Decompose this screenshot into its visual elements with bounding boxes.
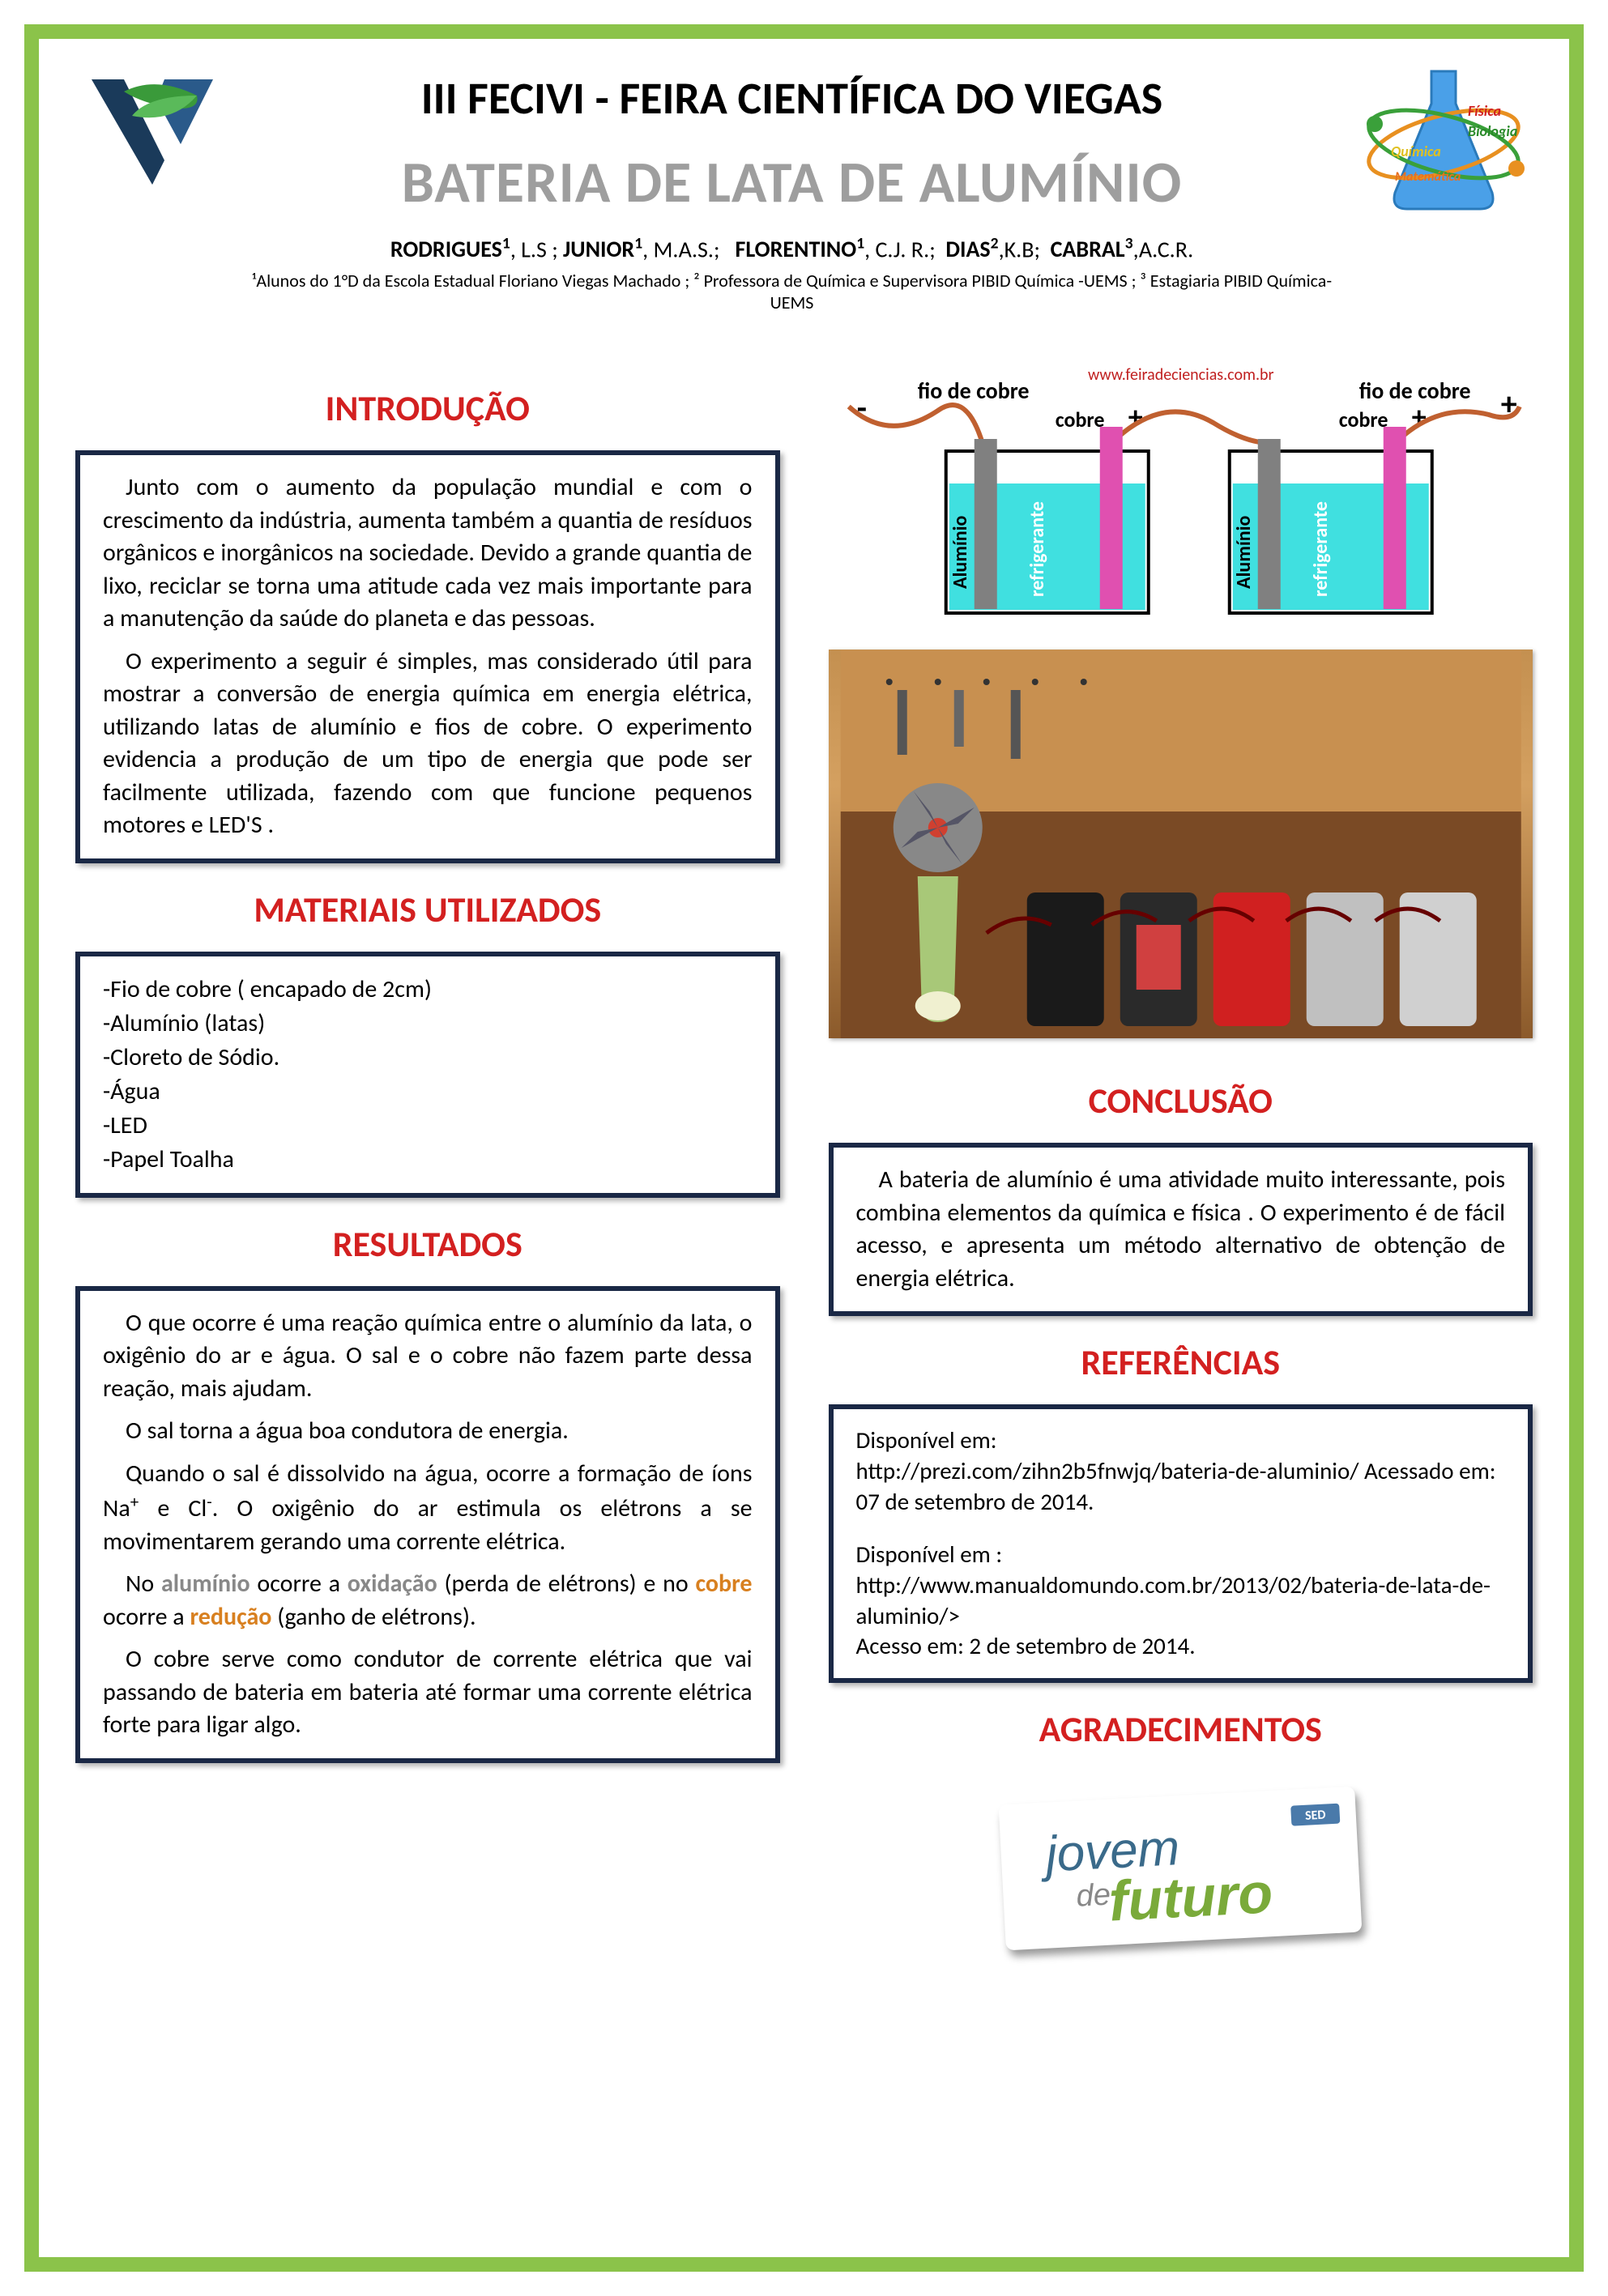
columns-wrapper: INTRODUÇÃO Junto com o aumento da popula… — [75, 362, 1533, 1941]
logo-right-icon: Física Biologia Química Matemática — [1354, 63, 1533, 225]
material-item: -Cloreto de Sódio. — [103, 1041, 753, 1075]
resultados-p3: Quando o sal é dissolvido na água, ocorr… — [103, 1458, 753, 1559]
header-center: III FECIVI - FEIRA CIENTÍFICA DO VIEGAS … — [245, 63, 1338, 313]
battery-diagram: www.feiradeciencias.com.br fio de cobre … — [829, 362, 1533, 629]
logo-left-icon — [75, 63, 229, 201]
box-referencias: Disponível em: http://prezi.com/zihn2b5f… — [829, 1404, 1533, 1683]
diagram-url: www.feiradeciencias.com.br — [1087, 365, 1273, 385]
materials-list: -Fio de cobre ( encapado de 2cm) -Alumín… — [103, 973, 753, 1177]
sponsor-logo: jovem de futuro SED — [999, 1787, 1363, 1951]
flask-label-matematica: Matemática — [1395, 169, 1461, 185]
box-conclusao: A bateria de alumínio é uma atividade mu… — [829, 1143, 1533, 1316]
flask-label-fisica: Física — [1468, 102, 1501, 120]
left-column: INTRODUÇÃO Junto com o aumento da popula… — [75, 362, 780, 1941]
flask-label-quimica: Química — [1391, 143, 1441, 160]
sponsor-text: futuro — [1107, 1861, 1274, 1932]
section-title-introducao: INTRODUÇÃO — [75, 386, 780, 430]
introducao-p1: Junto com o aumento da população mundial… — [103, 471, 753, 636]
diagram-label: refrigerante — [1025, 501, 1048, 597]
section-title-referencias: REFERÊNCIAS — [829, 1340, 1533, 1384]
ref1-label: Disponível em: — [856, 1425, 1506, 1456]
sponsor-badge: SED — [1305, 1808, 1326, 1824]
project-title: BATERIA DE LATA DE ALUMÍNIO — [245, 147, 1338, 218]
section-title-resultados: RESULTADOS — [75, 1222, 780, 1266]
event-title: III FECIVI - FEIRA CIENTÍFICA DO VIEGAS — [245, 71, 1338, 126]
flask-label-biologia: Biologia — [1468, 122, 1517, 140]
ref2-url: http://www.manualdomundo.com.br/2013/02/… — [856, 1570, 1506, 1631]
material-item: -Papel Toalha — [103, 1143, 753, 1177]
conclusao-text: A bateria de alumínio é uma atividade mu… — [856, 1164, 1506, 1295]
sponsor-text: de — [1076, 1878, 1111, 1914]
resultados-p1: O que ocorre é uma reação química entre … — [103, 1307, 753, 1406]
section-title-agradecimentos: AGRADECIMENTOS — [829, 1707, 1533, 1751]
affiliations-line: ¹Alunos do 1°D da Escola Estadual Floria… — [245, 270, 1338, 313]
material-item: -LED — [103, 1109, 753, 1143]
diagram-label: Alumínio — [1231, 516, 1255, 590]
diagram-label: refrigerante — [1308, 501, 1332, 597]
diagram-label: fio de cobre — [917, 377, 1029, 405]
experiment-photo — [829, 650, 1533, 1038]
diagram-label: Alumínio — [948, 516, 971, 590]
ref1-url: http://prezi.com/zihn2b5fnwjq/bateria-de… — [856, 1456, 1506, 1517]
authors-line: RODRIGUES1, L.S ; JUNIOR1, M.A.S.; FLORE… — [245, 234, 1338, 263]
diagram-minus: - — [856, 388, 866, 428]
resultados-p4: No alumínio ocorre a oxidação (perda de … — [103, 1568, 753, 1634]
diagram-label: cobre — [1338, 407, 1388, 432]
diagram-label: cobre — [1055, 407, 1104, 432]
poster-header: III FECIVI - FEIRA CIENTÍFICA DO VIEGAS … — [75, 63, 1533, 313]
resultados-p5: O cobre serve como condutor de corrente … — [103, 1643, 753, 1742]
box-resultados: O que ocorre é uma reação química entre … — [75, 1286, 780, 1763]
box-materiais: -Fio de cobre ( encapado de 2cm) -Alumín… — [75, 952, 780, 1198]
material-item: -Alumínio (latas) — [103, 1007, 753, 1041]
section-title-conclusao: CONCLUSÃO — [829, 1079, 1533, 1122]
right-column: www.feiradeciencias.com.br fio de cobre … — [829, 362, 1533, 1941]
box-introducao: Junto com o aumento da população mundial… — [75, 450, 780, 863]
section-title-materiais: MATERIAIS UTILIZADOS — [75, 888, 780, 931]
material-item: -Fio de cobre ( encapado de 2cm) — [103, 973, 753, 1007]
resultados-p2: O sal torna a água boa condutora de ener… — [103, 1415, 753, 1448]
poster-container: III FECIVI - FEIRA CIENTÍFICA DO VIEGAS … — [24, 24, 1584, 2272]
ref2-label: Disponível em : — [856, 1540, 1506, 1570]
material-item: -Água — [103, 1075, 753, 1109]
ref2-access: Acesso em: 2 de setembro de 2014. — [856, 1631, 1506, 1662]
introducao-p2: O experimento a seguir é simples, mas co… — [103, 645, 753, 842]
